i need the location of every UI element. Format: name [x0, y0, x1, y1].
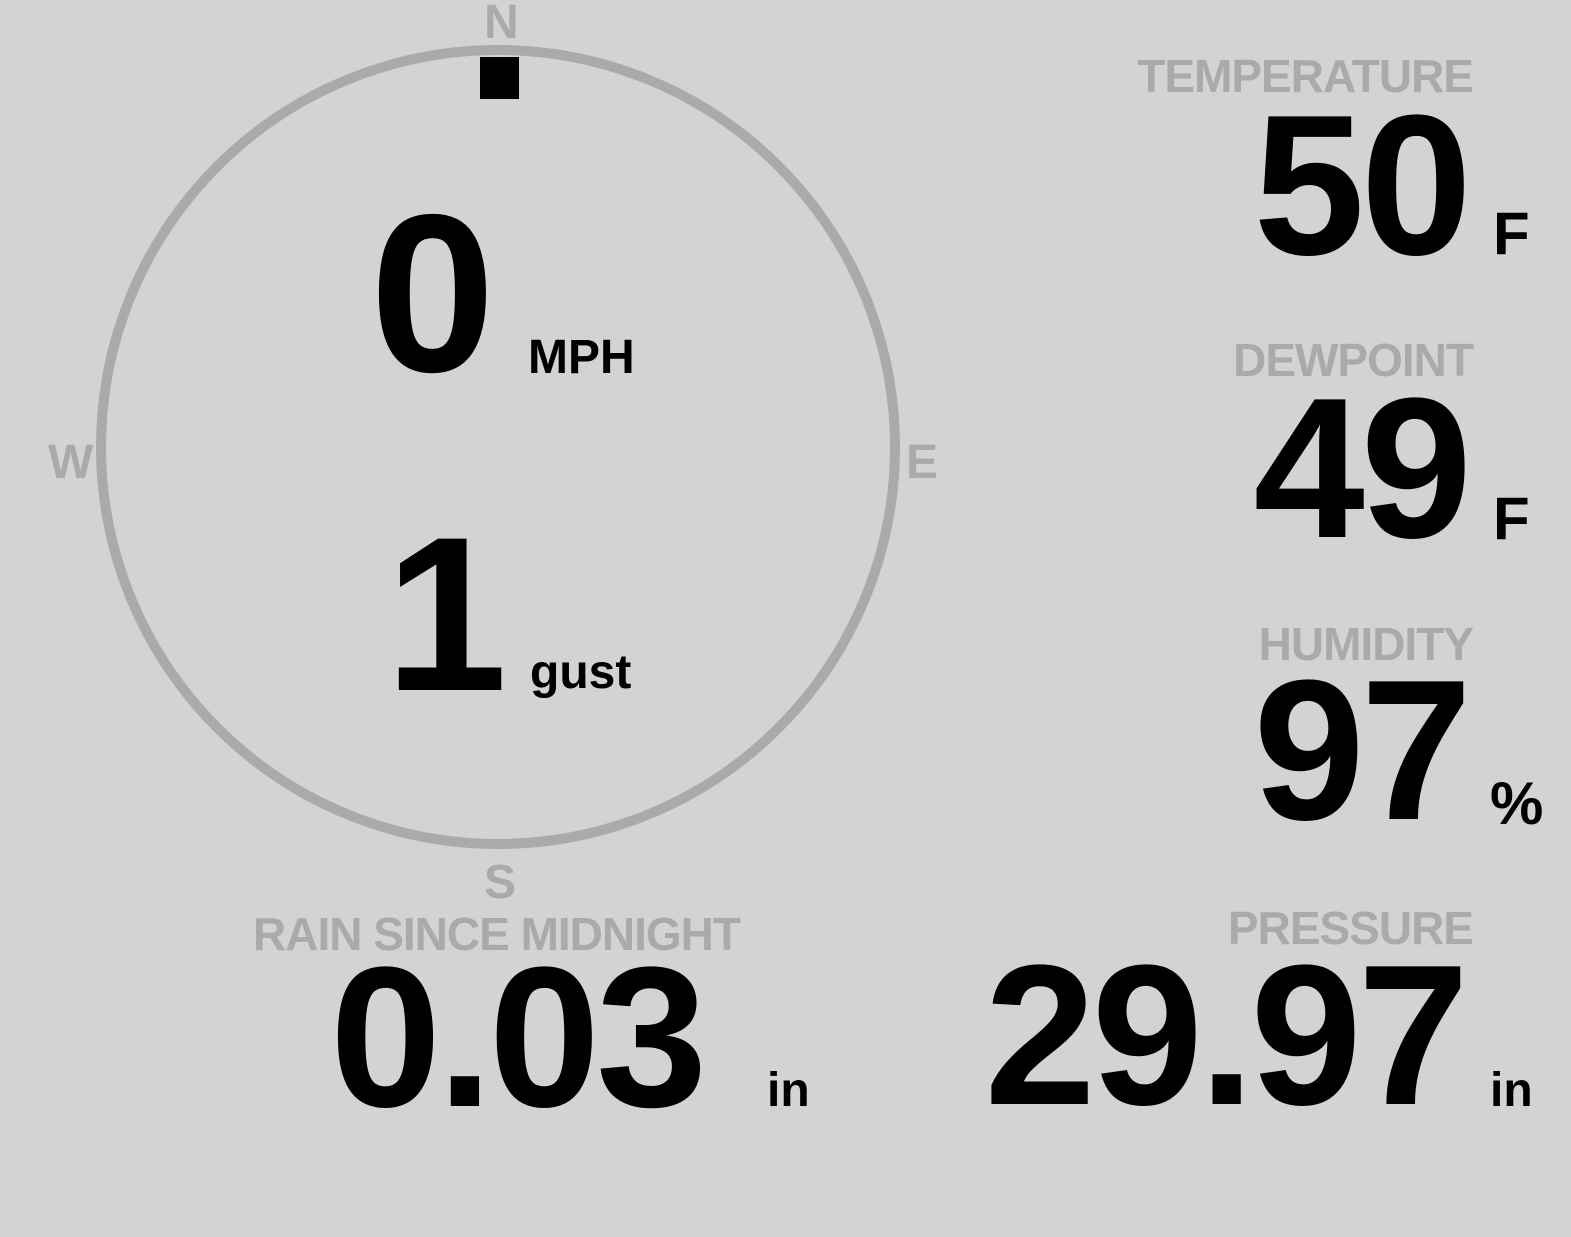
wind-speed-value: 0 — [370, 167, 495, 419]
pressure-value: 29.97 — [984, 924, 1469, 1147]
wind-gust-value: 1 — [385, 491, 507, 737]
humidity-label: HUMIDITY — [1258, 618, 1474, 670]
temperature-value: 50 — [1253, 74, 1472, 297]
compass-north: N — [484, 0, 519, 49]
compass-east: E — [906, 436, 939, 489]
pressure-unit: in — [1490, 1064, 1533, 1117]
temperature-label: TEMPERATURE — [1137, 50, 1474, 102]
wind-gust-label: gust — [530, 646, 632, 699]
rain-unit: in — [767, 1064, 810, 1117]
pressure-label: PRESSURE — [1227, 902, 1474, 954]
humidity-value: 97 — [1253, 639, 1472, 862]
dewpoint-value: 49 — [1253, 357, 1472, 580]
compass-ring — [96, 45, 900, 849]
dewpoint-label: DEWPOINT — [1233, 334, 1474, 386]
compass-south: S — [484, 856, 517, 909]
rain-label: RAIN SINCE MIDNIGHT — [253, 908, 741, 960]
wind-direction-indicator — [480, 57, 519, 99]
dewpoint-unit: F — [1493, 485, 1530, 552]
compass-west: W — [48, 436, 94, 489]
rain-value: 0.03 — [330, 926, 707, 1149]
temperature-unit: F — [1493, 200, 1530, 267]
wind-direction-marker — [480, 57, 519, 99]
wind-speed-unit: MPH — [528, 331, 635, 384]
humidity-unit: % — [1490, 770, 1544, 837]
